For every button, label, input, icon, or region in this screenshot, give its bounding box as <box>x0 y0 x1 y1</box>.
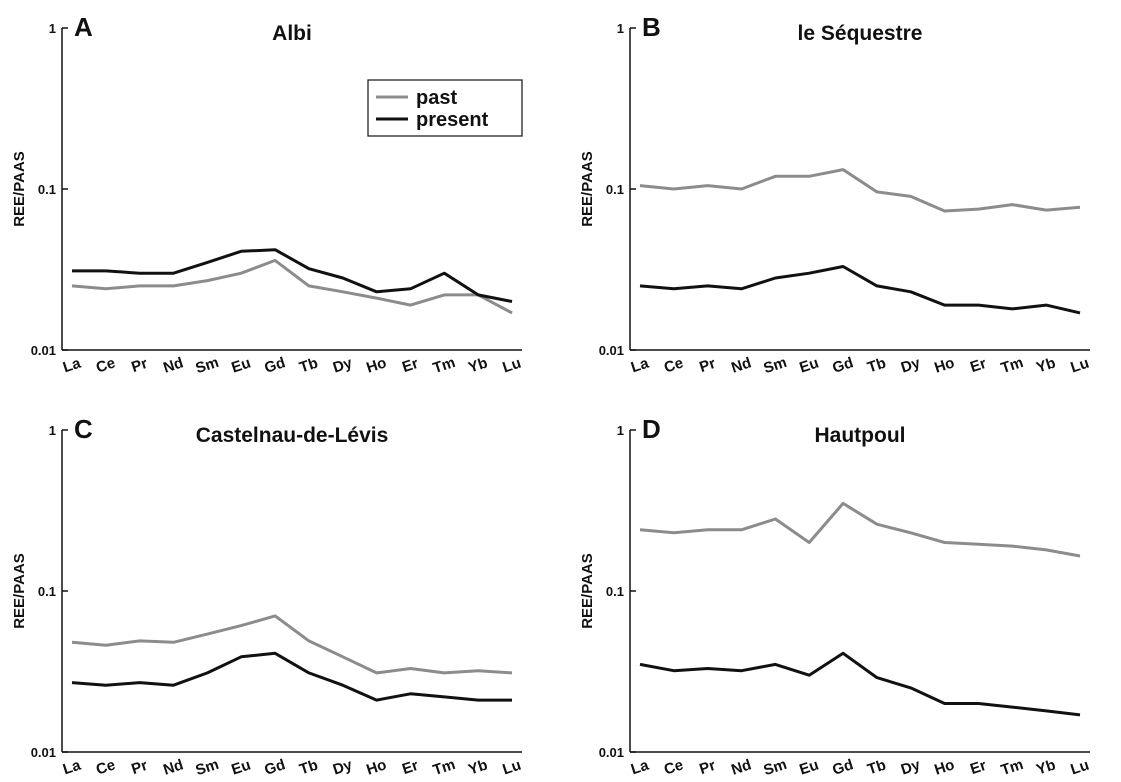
x-tick-label: Dy <box>899 354 923 376</box>
x-tick-label: Gd <box>262 756 287 779</box>
x-tick-label: Ho <box>932 756 956 778</box>
x-tick-label: Sm <box>762 354 789 377</box>
x-tick-label: Tb <box>297 355 320 377</box>
x-tick-label: Nd <box>161 354 185 376</box>
x-tick-label: Dy <box>331 354 355 376</box>
y-tick-label: 0.1 <box>38 584 56 599</box>
panel-title: Albi <box>272 22 312 45</box>
x-tick-label: Dy <box>331 756 355 778</box>
x-tick-label: La <box>61 757 84 779</box>
y-axis-label: REE/PAAS <box>579 151 596 227</box>
x-tick-label: Sm <box>194 354 221 377</box>
x-tick-label: Sm <box>194 756 221 779</box>
x-tick-label: Tm <box>999 756 1026 779</box>
x-tick-label: Dy <box>899 756 923 778</box>
panel-letter: A <box>74 12 93 42</box>
series-line <box>71 651 512 702</box>
x-tick-label: Eu <box>229 756 252 778</box>
y-tick-label: 1 <box>49 21 56 36</box>
x-tick-label: Lu <box>501 355 524 377</box>
x-tick-label: Nd <box>729 756 753 778</box>
x-tick-label: Nd <box>729 354 753 376</box>
x-tick-label: Er <box>400 355 420 376</box>
x-tick-label: Eu <box>797 354 820 376</box>
x-tick-label: Pr <box>697 355 717 376</box>
legend-label: past <box>416 87 457 109</box>
x-tick-label: Gd <box>262 354 287 377</box>
panel-title: Castelnau-de-Lévis <box>196 424 389 447</box>
x-tick-label: Ce <box>94 756 118 778</box>
x-tick-label: Ho <box>932 354 956 376</box>
series-line <box>639 651 1081 717</box>
series-line <box>639 168 1081 213</box>
x-tick-label: Tm <box>999 354 1026 377</box>
x-tick-label: La <box>629 355 652 377</box>
y-axis-label: REE/PAAS <box>11 553 28 629</box>
x-tick-label: Ce <box>662 756 686 778</box>
x-tick-label: Ho <box>364 354 388 376</box>
x-tick-label: Nd <box>161 756 185 778</box>
series-line <box>72 248 513 303</box>
series-line <box>639 501 1081 558</box>
y-tick-label: 1 <box>617 423 624 438</box>
x-tick-label: Lu <box>1069 355 1092 377</box>
x-tick-label: Ho <box>364 756 388 778</box>
legend-label: present <box>416 109 489 131</box>
x-tick-label: Lu <box>501 757 524 779</box>
x-tick-label: Tb <box>297 757 320 779</box>
series-line <box>71 258 513 315</box>
x-tick-label: Pr <box>129 757 149 778</box>
y-tick-label: 1 <box>49 423 56 438</box>
x-tick-label: La <box>629 757 652 779</box>
x-tick-label: La <box>61 355 84 377</box>
y-tick-label: 0.1 <box>38 182 56 197</box>
x-tick-label: Er <box>968 355 988 376</box>
x-tick-label: Tm <box>431 354 458 377</box>
y-axis-label: REE/PAAS <box>11 151 28 227</box>
x-tick-label: Lu <box>1069 757 1092 779</box>
x-tick-label: Tm <box>431 756 458 779</box>
panel-letter: B <box>642 12 661 42</box>
y-tick-label: 1 <box>617 21 624 36</box>
x-tick-label: Eu <box>797 756 820 778</box>
x-tick-label: Ce <box>94 354 118 376</box>
y-tick-label: 0.1 <box>606 584 624 599</box>
y-tick-label: 0.01 <box>31 343 56 358</box>
x-tick-label: Ce <box>662 354 686 376</box>
legend-box <box>367 79 523 137</box>
y-tick-label: 0.01 <box>599 343 624 358</box>
x-tick-label: Pr <box>129 355 149 376</box>
x-tick-label: Yb <box>1034 756 1057 778</box>
x-tick-label: Gd <box>830 756 855 779</box>
x-tick-label: Er <box>400 757 420 778</box>
panel-letter: C <box>74 414 93 444</box>
y-tick-label: 0.1 <box>606 182 624 197</box>
x-tick-label: Tb <box>865 355 888 377</box>
panel-title: le Séquestre <box>798 22 923 45</box>
y-tick-label: 0.01 <box>599 745 624 760</box>
x-tick-label: Eu <box>229 354 252 376</box>
x-tick-label: Gd <box>830 354 855 377</box>
series-line <box>71 614 513 675</box>
y-axis-label: REE/PAAS <box>579 553 596 629</box>
panel-title: Hautpoul <box>815 424 906 447</box>
series-line <box>639 265 1081 315</box>
x-tick-label: Er <box>968 757 988 778</box>
panel-letter: D <box>642 414 661 444</box>
x-tick-label: Pr <box>697 757 717 778</box>
x-tick-label: Yb <box>466 354 489 376</box>
x-tick-label: Yb <box>1034 354 1057 376</box>
x-tick-label: Sm <box>762 756 789 779</box>
x-tick-label: Yb <box>466 756 489 778</box>
y-tick-label: 0.01 <box>31 745 56 760</box>
x-tick-label: Tb <box>865 757 888 779</box>
